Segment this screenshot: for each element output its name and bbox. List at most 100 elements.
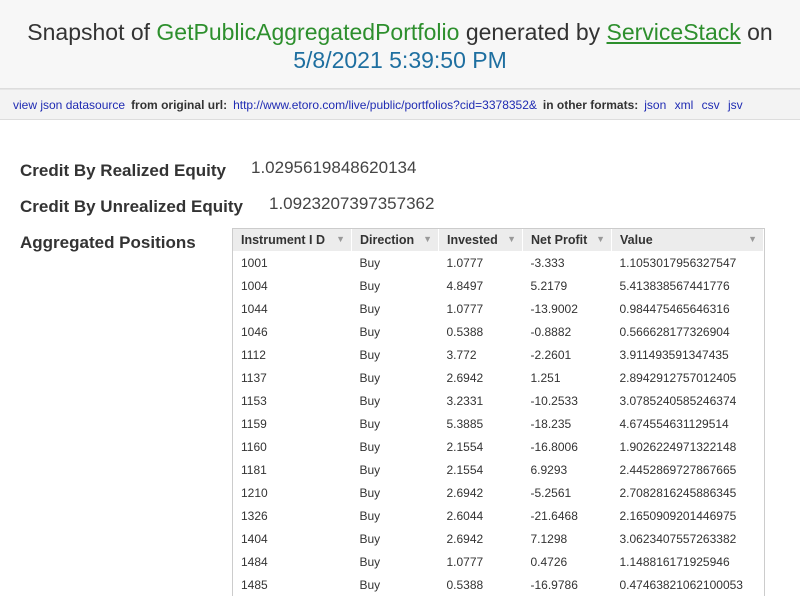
cell-direction: Buy	[359, 554, 381, 569]
cell-instrument-id: 1404	[241, 531, 268, 546]
cell-net-profit: -5.2561	[530, 485, 572, 500]
cell-net-profit: 5.2179	[530, 278, 568, 293]
title-suffix: on	[747, 19, 773, 45]
column-label: Invested	[447, 233, 498, 247]
cell-net-profit: -3.333	[530, 255, 565, 270]
table-row: 1326 Buy 2.6044 -21.6468 2.1650909201446975	[233, 504, 764, 527]
servicestack-link[interactable]: ServiceStack	[606, 19, 741, 45]
column-header-net-profit[interactable]: Net Profit ▼	[522, 229, 612, 251]
cell-invested: 1.0777	[446, 554, 484, 569]
cell-net-profit: -16.9786	[530, 577, 578, 592]
table-row: 1001 Buy 1.0777 -3.333 1.1053017956327547	[233, 251, 764, 274]
cell-value: 0.47463821062100053	[619, 577, 743, 592]
cell-instrument-id: 1159	[241, 416, 267, 431]
cell-net-profit: -10.2533	[530, 393, 578, 408]
table-row: 1404 Buy 2.6942 7.1298 3.0623407557263382	[233, 527, 764, 550]
cell-net-profit: 6.9293	[530, 462, 568, 477]
column-header-instrument-id[interactable]: Instrument I D ▼	[233, 229, 352, 251]
format-csv-link[interactable]: csv	[701, 97, 720, 112]
cell-direction: Buy	[359, 301, 381, 316]
cell-instrument-id: 1046	[241, 324, 268, 339]
positions-table: Instrument I D ▼ Direction ▼ Invested ▼ Net…	[232, 228, 765, 596]
cell-direction: Buy	[359, 508, 381, 523]
cell-value: 0.566628177326904	[619, 324, 730, 339]
table-row: 1159 Buy 5.3885 -18.235 4.674554631129514	[233, 412, 764, 435]
sort-arrow-icon: ▼	[596, 234, 605, 244]
cell-net-profit: 7.1298	[530, 531, 568, 546]
cell-value: 3.0623407557263382	[619, 531, 737, 546]
cell-invested: 1.0777	[446, 301, 484, 316]
format-links: json xml csv jsv	[644, 98, 747, 112]
cell-net-profit: 1.251	[530, 370, 561, 385]
cell-net-profit: -21.6468	[530, 508, 578, 523]
original-url-link[interactable]: http://www.etoro.com/live/public/portfol…	[233, 97, 537, 112]
cell-invested: 3.772	[446, 347, 477, 362]
format-xml-link[interactable]: xml	[674, 97, 694, 112]
cell-invested: 0.5388	[446, 324, 484, 339]
table-row: 1485 Buy 0.5388 -16.9786 0.47463821062100053	[233, 573, 764, 596]
cell-invested: 5.3885	[446, 416, 484, 431]
table-row: 1160 Buy 2.1554 -16.8006 1.9026224971322148	[233, 435, 764, 458]
table-header-row: Instrument I D ▼ Direction ▼ Invested ▼ Net…	[233, 229, 764, 251]
cell-instrument-id: 1044	[241, 301, 268, 316]
cell-value: 3.911493591347435	[619, 347, 729, 362]
cell-net-profit: 0.4726	[530, 554, 568, 569]
format-toolbar: view json datasource from original url: …	[0, 89, 800, 120]
cell-instrument-id: 1160	[241, 439, 267, 454]
cell-invested: 2.6942	[446, 531, 484, 546]
realized-equity-label: Credit By Realized Equity	[20, 161, 226, 180]
table-row: 1004 Buy 4.8497 5.2179 5.413838567441776	[233, 274, 764, 297]
table-row: 1153 Buy 3.2331 -10.2533 3.0785240585246374	[233, 389, 764, 412]
page-header: Snapshot of GetPublicAggregatedPortfolio…	[0, 0, 800, 89]
page-title: Snapshot of GetPublicAggregatedPortfolio…	[0, 18, 800, 46]
cell-invested: 4.8497	[446, 278, 484, 293]
cell-value: 4.674554631129514	[619, 416, 729, 431]
table-body: 1001 Buy 1.0777 -3.333 1.1053017956327547 100…	[233, 251, 764, 596]
table-row: 1046 Buy 0.5388 -0.8882 0.566628177326904	[233, 320, 764, 343]
cell-instrument-id: 1484	[241, 554, 268, 569]
table-row: 1181 Buy 2.1554 6.9293 2.4452869727867665	[233, 458, 764, 481]
cell-invested: 1.0777	[446, 255, 484, 270]
table-row: 1137 Buy 2.6942 1.251 2.8942912757012405	[233, 366, 764, 389]
cell-instrument-id: 1004	[241, 278, 268, 293]
cell-instrument-id: 1112	[241, 347, 266, 362]
title-prefix: Snapshot of	[27, 19, 151, 45]
cell-value: 0.984475465646316	[619, 301, 730, 316]
cell-direction: Buy	[359, 416, 381, 431]
table-row: 1112 Buy 3.772 -2.2601 3.911493591347435	[233, 343, 764, 366]
unrealized-equity-label: Credit By Unrealized Equity	[20, 197, 243, 216]
cell-net-profit: -0.8882	[530, 324, 572, 339]
sort-arrow-icon: ▼	[748, 234, 757, 244]
cell-invested: 2.6044	[446, 508, 484, 523]
cell-value: 5.413838567441776	[619, 278, 730, 293]
cell-instrument-id: 1137	[241, 370, 267, 385]
cell-net-profit: -13.9002	[530, 301, 578, 316]
format-jsv-link[interactable]: jsv	[727, 97, 743, 112]
cell-direction: Buy	[359, 278, 381, 293]
cell-invested: 0.5388	[446, 577, 484, 592]
sort-arrow-icon: ▼	[423, 234, 432, 244]
format-json-link[interactable]: json	[644, 97, 667, 112]
view-json-link[interactable]: view json datasource	[13, 97, 126, 112]
cell-direction: Buy	[359, 439, 381, 454]
cell-value: 2.1650909201446975	[619, 508, 737, 523]
cell-invested: 2.6942	[446, 370, 484, 385]
cell-instrument-id: 1210	[241, 485, 268, 500]
cell-value: 2.4452869727867665	[619, 462, 737, 477]
cell-net-profit: -18.235	[530, 416, 572, 431]
table-row: 1484 Buy 1.0777 0.4726 1.148816171925946	[233, 550, 764, 573]
column-header-value[interactable]: Value ▼	[611, 229, 764, 251]
cell-direction: Buy	[359, 462, 381, 477]
cell-value: 1.1053017956327547	[619, 255, 737, 270]
cell-direction: Buy	[359, 370, 381, 385]
cell-invested: 2.1554	[446, 462, 484, 477]
snapshot-timestamp: 5/8/2021 5:39:50 PM	[293, 47, 507, 73]
column-header-direction[interactable]: Direction ▼	[351, 229, 439, 251]
cell-direction: Buy	[359, 577, 381, 592]
column-header-invested[interactable]: Invested ▼	[438, 229, 523, 251]
cell-instrument-id: 1153	[241, 393, 267, 408]
column-label: Instrument I D	[241, 233, 326, 247]
other-formats-label: in other formats:	[542, 97, 639, 112]
aggregated-positions-label: Aggregated Positions	[20, 233, 196, 252]
cell-value: 1.148816171925946	[619, 554, 730, 569]
